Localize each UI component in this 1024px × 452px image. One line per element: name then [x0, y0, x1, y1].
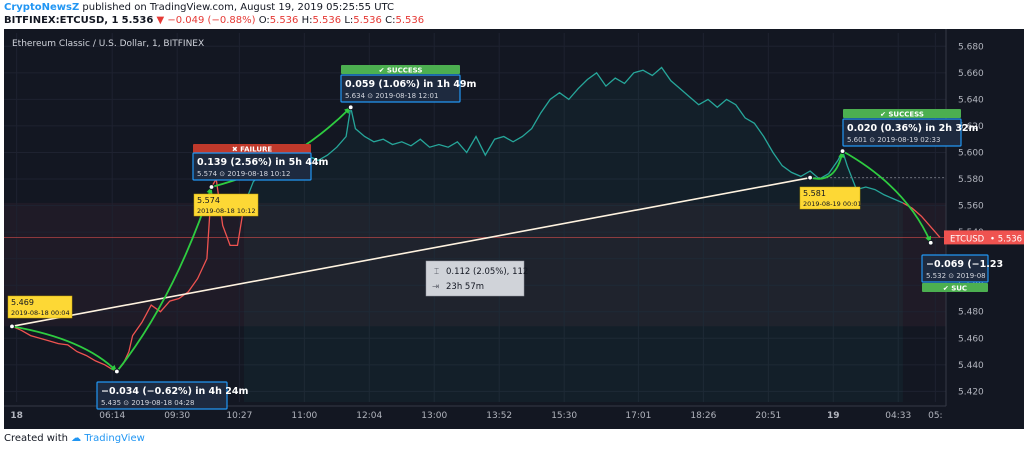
- trade-result-detail: 5.601 ⊙ 2019-08-19 02:33: [847, 136, 940, 144]
- point-label-value: 5.574: [197, 196, 220, 205]
- price-tag-symbol: ETCUSD: [950, 234, 985, 244]
- y-tick-label: 5.420: [958, 387, 984, 397]
- trade-result-headline: 0.020 (0.36%) in 2h 32m: [847, 123, 979, 134]
- x-tick-label: 15:30: [551, 411, 577, 421]
- x-tick-label: 05:: [928, 411, 942, 421]
- point-marker: [347, 104, 354, 111]
- trade-result-headline: 0.059 (1.06%) in 1h 49m: [345, 79, 477, 90]
- footer: Created with ☁ TradingView: [4, 433, 145, 444]
- trend-line: [11, 176, 811, 328]
- trend-info-text2: 23h 57m: [446, 282, 484, 292]
- trade-result-headline: −0.034 (−0.62%) in 4h 24m: [101, 386, 248, 397]
- trade-result-box: [340, 74, 461, 103]
- x-tick-label: 19: [827, 411, 840, 421]
- point-marker: [113, 368, 120, 375]
- chart-title: Ethereum Classic / U.S. Dollar, 1, BITFI…: [12, 39, 204, 49]
- area-fill: [244, 67, 903, 402]
- trade-status-text: ✔ SUC: [943, 285, 967, 293]
- trade-result-detail: 5.574 ⊙ 2019-08-18 10:12: [197, 170, 290, 178]
- x-tick-label: 12:04: [356, 411, 382, 421]
- x-tick-label: 04:33: [885, 411, 911, 421]
- point-label-box: [799, 186, 861, 210]
- trend-info-box: [425, 260, 525, 297]
- high-label: H:: [301, 15, 313, 26]
- trade-result-box: [842, 118, 962, 147]
- point-marker: [807, 174, 813, 181]
- y-tick-label: 5.640: [958, 95, 984, 105]
- trend-range-icon: ⌶: [434, 267, 439, 277]
- author-name[interactable]: CryptoNewsZ: [4, 2, 80, 13]
- ohlc-bar: BITFINEX:ETCUSD, 1 5.536 ▼ −0.049 (−0.88…: [4, 15, 424, 26]
- trade-result-detail: 5.634 ⊙ 2019-08-18 12:01: [345, 92, 438, 100]
- x-tick-label: 18:26: [690, 411, 716, 421]
- trade-result-detail: 5.532 ⊙ 2019-08: [926, 272, 986, 280]
- close-label: C:: [385, 15, 396, 26]
- symbol-label: BITFINEX:ETCUSD, 1: [4, 15, 119, 26]
- tradingview-logo-icon: ☁: [71, 433, 82, 444]
- trade-arrow: [842, 150, 932, 244]
- x-tick-label: 13:52: [486, 411, 512, 421]
- trade-status-text: ✔ SUCCESS: [379, 67, 423, 75]
- open-label: O:: [258, 15, 270, 26]
- trade-result-headline: 0.139 (2.56%) in 5h 44m: [197, 157, 329, 168]
- point-label-box: [7, 295, 73, 319]
- trade-status-text: ✔ SUCCESS: [880, 111, 924, 119]
- open-value: 5.536: [269, 15, 299, 26]
- tradingview-brand[interactable]: TradingView: [84, 433, 145, 444]
- y-tick-label: 5.440: [958, 361, 984, 371]
- trade-arrow: [11, 325, 118, 373]
- trade-status-badge: [922, 283, 988, 292]
- price-chart[interactable]: 5.6805.6605.6405.6205.6005.5805.5605.540…: [0, 29, 1024, 429]
- x-tick-label: 18: [10, 411, 23, 421]
- point-label-date: 2019-08-18 00:04: [11, 309, 70, 317]
- trade-result-detail: 5.435 ⊙ 2019-08-18 04:28: [101, 399, 194, 407]
- trend-info-text1: 0.112 (2.05%), 112: [446, 267, 528, 277]
- publish-info: CryptoNewsZ published on TradingView.com…: [4, 2, 394, 13]
- point-label-date: 2019-08-18 10:12: [197, 207, 256, 215]
- x-tick-label: 20:51: [755, 411, 781, 421]
- created-with-text: Created with: [4, 433, 68, 444]
- point-marker: [9, 323, 15, 330]
- y-tick-label: 5.560: [958, 202, 984, 212]
- trade-status-badge: [341, 65, 460, 74]
- low-value: 5.536: [353, 15, 382, 26]
- point-label-value: 5.469: [11, 298, 34, 307]
- price-line-up: [243, 66, 904, 206]
- trade-status-badge: [193, 144, 311, 153]
- close-value: 5.536: [395, 15, 425, 26]
- x-tick-label: 10:27: [226, 411, 252, 421]
- y-tick-label: 5.680: [958, 42, 984, 52]
- point-marker: [208, 184, 215, 190]
- point-label-date: 2019-08-19 00:01: [803, 200, 862, 208]
- y-tick-label: 5.580: [958, 175, 984, 185]
- price-tag-value: • 5.536: [990, 234, 1022, 244]
- trade-result-headline: −0.069 (−1.23: [926, 259, 1003, 270]
- low-label: L:: [344, 15, 354, 26]
- high-value: 5.536: [312, 15, 342, 26]
- trade-status-text: ✖ FAILURE: [232, 146, 273, 154]
- y-tick-label: 5.600: [958, 148, 984, 158]
- trade-result-box: [192, 152, 312, 181]
- point-label-box: [193, 193, 259, 217]
- trade-result-box: [921, 254, 989, 283]
- trend-time-icon: ⇥: [432, 282, 439, 292]
- x-tick-label: 06:14: [99, 411, 125, 421]
- point-marker: [927, 239, 934, 246]
- y-tick-label: 5.620: [958, 122, 984, 132]
- y-tick-label: 5.480: [958, 308, 984, 318]
- x-tick-label: 17:01: [625, 411, 651, 421]
- x-tick-label: 09:30: [164, 411, 190, 421]
- point-label-value: 5.581: [803, 189, 826, 198]
- price-tag-box: [944, 230, 1024, 245]
- trade-result-box: [96, 381, 228, 410]
- trade-status-badge: [843, 109, 961, 118]
- last-price: 5.536: [121, 15, 154, 26]
- publish-text: published on TradingView.com, August 19,…: [82, 2, 395, 13]
- x-tick-label: 11:00: [291, 411, 317, 421]
- y-tick-label: 5.660: [958, 69, 984, 79]
- price-change: ▼ −0.049 (−0.88%): [156, 15, 256, 26]
- point-marker: [839, 148, 846, 155]
- x-tick-label: 13:00: [421, 411, 447, 421]
- y-tick-label: 5.460: [958, 334, 984, 344]
